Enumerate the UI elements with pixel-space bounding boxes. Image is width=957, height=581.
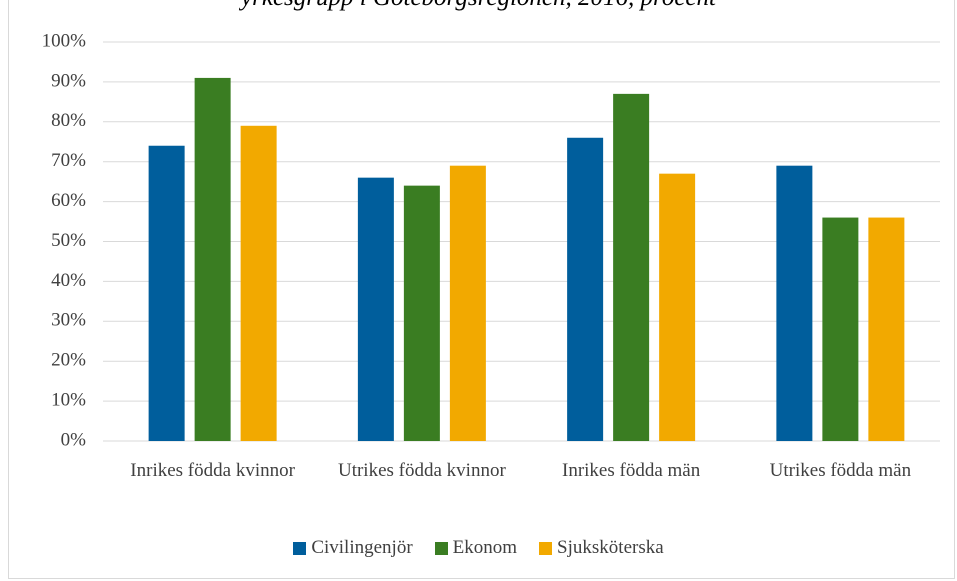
y-tick-label: 30% (51, 310, 86, 331)
chart-frame (8, 0, 955, 579)
bar (776, 165, 813, 441)
legend-swatch (293, 541, 307, 555)
legend-item: Ekonom (434, 537, 518, 559)
bar (148, 145, 185, 442)
x-tick-label: Inrikes födda kvinnor (130, 460, 295, 481)
legend-label: Ekonom (452, 537, 518, 558)
y-tick-label: 70% (51, 150, 86, 171)
y-tick-label: 20% (51, 350, 86, 371)
x-tick-label: Utrikes födda män (769, 460, 912, 481)
bar (403, 185, 440, 441)
y-tick-label: 0% (61, 429, 87, 450)
legend-label: Sjuksköterska (557, 537, 664, 558)
x-tick-label: Utrikes födda kvinnor (337, 460, 506, 481)
y-tick-label: 100% (42, 30, 87, 51)
legend: Civilingenjör Ekonom Sjuksköterska (0, 537, 957, 559)
bar (567, 137, 604, 441)
legend-swatch (434, 541, 448, 555)
legend-label: Civilingenjör (311, 537, 413, 558)
chart-title: yrkesgrupp i Göteborgsregionen, 2016, pr… (0, 0, 957, 12)
y-tick-label: 90% (51, 70, 86, 91)
y-tick-label: 60% (51, 190, 86, 211)
bar (194, 77, 231, 441)
bar (449, 165, 486, 441)
bar (357, 177, 394, 441)
y-tick-label: 80% (51, 110, 86, 131)
y-tick-label: 10% (51, 389, 86, 410)
bar (240, 125, 277, 441)
legend-item: Civilingenjör (293, 537, 413, 559)
y-tick-label: 50% (51, 230, 86, 251)
y-tick-label: 40% (51, 270, 86, 291)
bar (613, 93, 650, 442)
bar (822, 217, 859, 441)
bar (868, 217, 905, 441)
legend-item: Sjuksköterska (539, 537, 664, 559)
x-tick-label: Inrikes födda män (562, 460, 701, 481)
legend-swatch (539, 541, 553, 555)
bar (659, 173, 696, 442)
